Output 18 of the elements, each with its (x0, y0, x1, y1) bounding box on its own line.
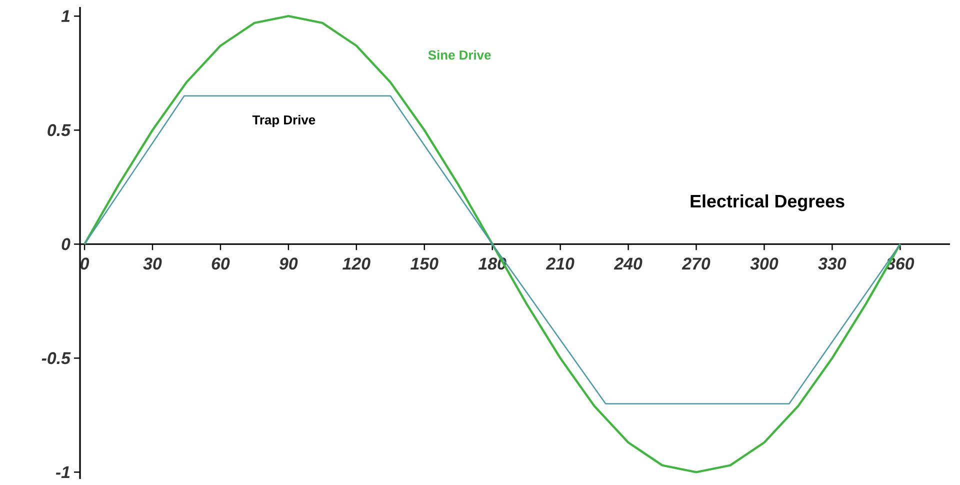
x-tick-label: 150 (410, 258, 438, 270)
text: Sine Drive (428, 50, 491, 60)
x-tick-label: 240 (614, 258, 642, 270)
y-tick-label: 0.5 (48, 124, 71, 136)
x-tick-label: 60 (212, 258, 230, 270)
y-tick-label: -0.5 (42, 352, 71, 364)
x-tick-label: 30 (143, 258, 162, 270)
x-axis-title: Electrical Degrees (690, 194, 844, 212)
x-tick-label: 210 (546, 258, 574, 270)
y-tick-label: -1 (56, 466, 70, 478)
x-tick-label: 90 (279, 258, 298, 270)
x-tick-label: 270 (682, 258, 710, 270)
x-tick-label: 300 (750, 258, 778, 270)
y-tick-label: 0 (62, 238, 70, 250)
y-tick-label: 1 (61, 10, 70, 22)
series-label: Trap Drive (252, 114, 316, 128)
x-tick-label: 120 (342, 258, 370, 270)
x-tick-label: 330 (818, 258, 846, 270)
